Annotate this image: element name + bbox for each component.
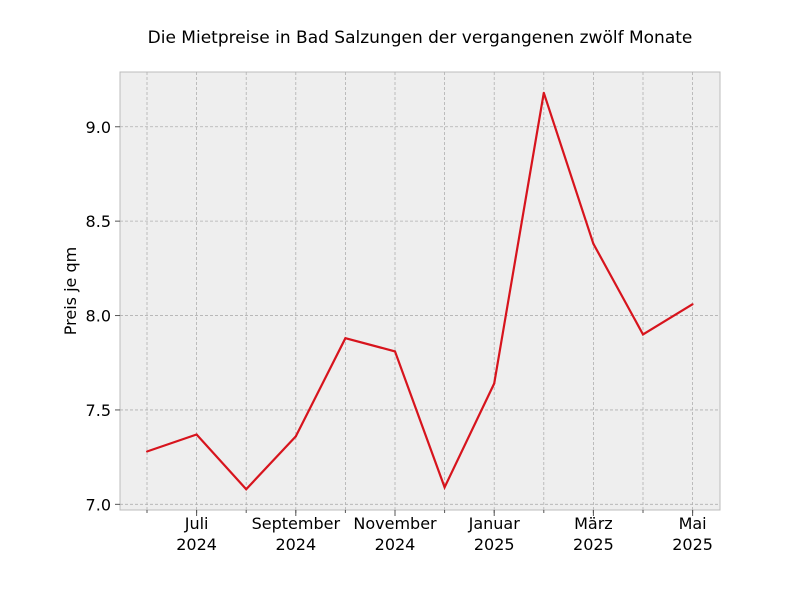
series-line xyxy=(146,92,694,491)
x-tick-label-month: März xyxy=(574,514,613,533)
data-point xyxy=(592,242,595,245)
data-point xyxy=(642,333,644,336)
x-tick-label-month: November xyxy=(353,514,437,533)
data-point xyxy=(344,337,347,340)
x-tick-label-month: Januar xyxy=(468,514,521,533)
data-point xyxy=(294,435,297,438)
series-layer xyxy=(146,91,694,491)
y-tick-label: 8.5 xyxy=(86,212,111,231)
x-tick-label-year: 2024 xyxy=(176,535,217,554)
x-tick-label-year: 2024 xyxy=(275,535,316,554)
x-tick-label-month: Mai xyxy=(679,514,707,533)
y-axis-label: Preis je qm xyxy=(61,247,80,335)
data-point xyxy=(443,486,446,489)
y-axis: 7.0 7.5 8.0 8.5 9.0 xyxy=(86,118,120,514)
y-tick-label: 7.0 xyxy=(86,495,111,514)
x-tick-label-year: 2024 xyxy=(375,535,416,554)
data-point xyxy=(493,382,496,385)
chart-title: Die Mietpreise in Bad Salzungen der verg… xyxy=(148,28,693,48)
data-point xyxy=(542,91,545,94)
grid xyxy=(120,72,720,510)
data-point xyxy=(245,488,248,491)
data-point xyxy=(195,433,198,436)
x-tick-label-year: 2025 xyxy=(573,535,614,554)
x-tick-label-month: Juli xyxy=(184,514,209,533)
x-axis: Juli 2024 September 2024 November 2024 Januar 2… xyxy=(146,510,713,554)
data-point xyxy=(394,350,396,353)
data-point xyxy=(691,303,694,306)
y-tick-label: 7.5 xyxy=(86,401,111,420)
x-tick-label-year: 2025 xyxy=(672,535,713,554)
y-tick-label: 9.0 xyxy=(86,118,111,137)
x-tick-label-month: September xyxy=(252,514,341,533)
x-tick-label-year: 2025 xyxy=(474,535,515,554)
plot-area xyxy=(119,71,721,511)
data-point xyxy=(146,450,148,453)
y-tick-label: 8.0 xyxy=(86,307,111,326)
